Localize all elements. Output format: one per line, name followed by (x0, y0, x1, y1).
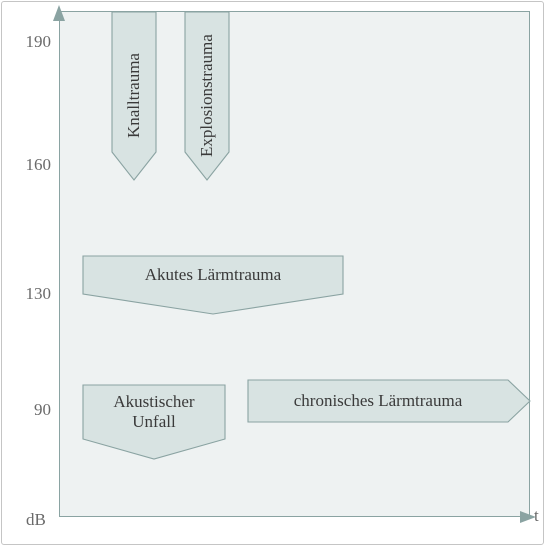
label-akustischer-unfall: Akustischer Unfall (83, 385, 225, 439)
shape-explosionstrauma: Explosionstrauma (185, 12, 229, 180)
shape-akustischer-unfall: Akustischer Unfall (83, 385, 225, 459)
y-tick-130: 130 (11, 284, 51, 304)
label-chronisches-laermtrauma: chronisches Lärmtrauma (248, 380, 508, 422)
y-tick-190: 190 (11, 32, 51, 52)
label-akutes-laermtrauma: Akutes Lärmtrauma (83, 256, 343, 294)
label-explosionstrauma: Explosionstrauma (185, 12, 229, 180)
x-axis-label: t (534, 506, 539, 526)
label-knalltrauma: Knalltrauma (112, 12, 156, 180)
y-axis-label: dB (26, 510, 46, 530)
shape-akutes-laermtrauma: Akutes Lärmtrauma (83, 256, 343, 314)
y-tick-160: 160 (11, 155, 51, 175)
shape-chronisches-laermtrauma: chronisches Lärmtrauma (248, 380, 530, 422)
shape-knalltrauma: Knalltrauma (112, 12, 156, 180)
y-tick-90: 90 (11, 400, 51, 420)
